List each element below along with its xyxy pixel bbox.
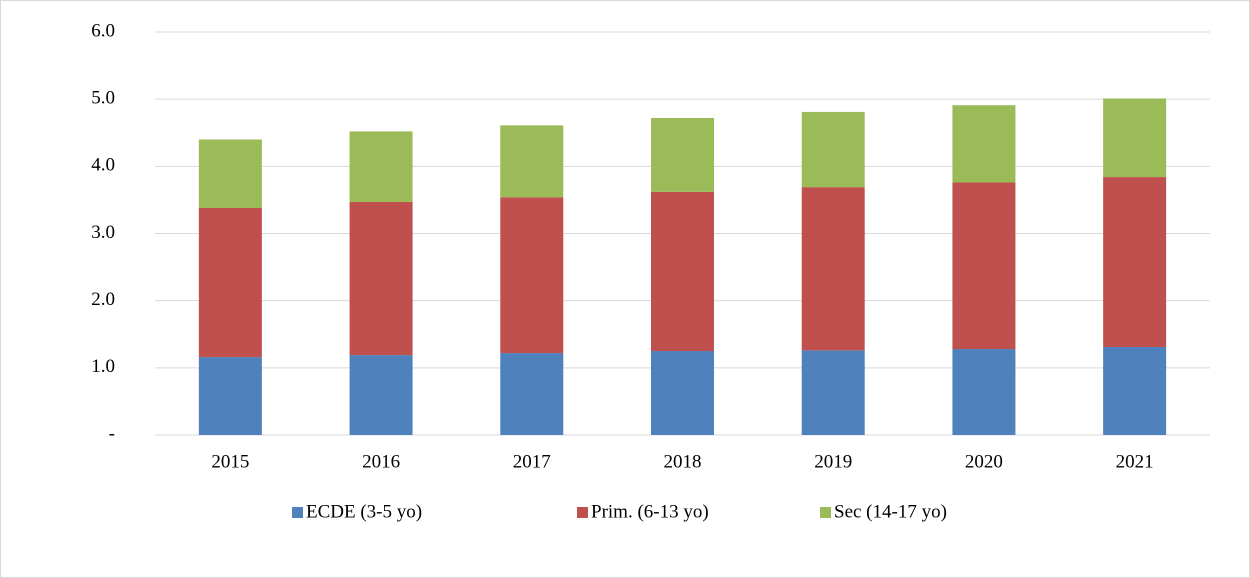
x-tick-label: 2020 (965, 451, 1003, 472)
bar-segment (1103, 177, 1167, 348)
bar-segment (952, 182, 1016, 350)
bar-segment (1103, 98, 1167, 178)
x-tick-label: 2015 (211, 451, 249, 472)
bar-segment (500, 353, 564, 435)
y-tick-label: 6.0 (91, 20, 115, 41)
bar-segment (349, 201, 413, 356)
legend-swatch (820, 507, 831, 518)
legend-label: ECDE (3-5 yo) (306, 501, 422, 522)
bar-segment (651, 117, 714, 192)
bar-segment (801, 350, 865, 435)
x-tick-label: 2021 (1116, 451, 1154, 472)
bar-segment (198, 139, 262, 208)
bar-segment (651, 191, 714, 352)
bar-segment (349, 131, 413, 202)
bar-segment (1103, 347, 1167, 435)
legend-label: Prim. (6-13 yo) (591, 501, 709, 522)
y-tick-label: 5.0 (91, 88, 115, 109)
x-tick-label: 2017 (513, 451, 551, 472)
x-tick-label: 2016 (362, 451, 400, 472)
legend-swatch (577, 507, 588, 518)
bar-segment (198, 357, 262, 435)
y-tick-label: 4.0 (91, 155, 115, 176)
bar-segment (198, 207, 262, 358)
bar-segment (349, 355, 413, 435)
bar-segment (500, 125, 564, 198)
bar-segment (952, 349, 1016, 435)
bar-segment (500, 197, 564, 354)
y-tick-label: 3.0 (91, 222, 115, 243)
y-tick-label: - (109, 423, 115, 444)
legend-swatch (292, 507, 303, 518)
y-tick-label: 1.0 (91, 356, 115, 377)
y-tick-label: 2.0 (91, 289, 115, 310)
legend-label: Sec (14-17 yo) (834, 501, 947, 522)
x-tick-label: 2019 (814, 451, 852, 472)
bar-segment (801, 187, 865, 351)
bar-segment (801, 111, 865, 188)
bar-segment (952, 105, 1016, 183)
bar-segment (651, 351, 714, 435)
x-tick-label: 2018 (664, 451, 702, 472)
